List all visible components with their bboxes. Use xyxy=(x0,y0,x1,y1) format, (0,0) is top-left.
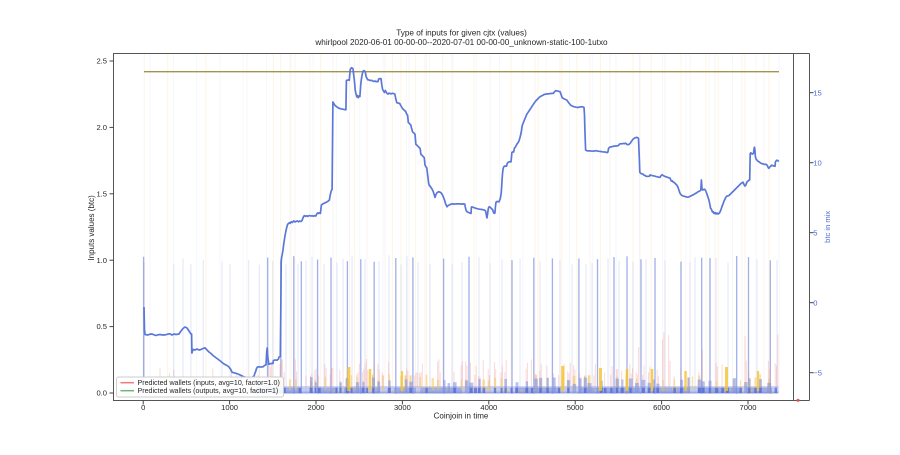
svg-text:Inputs values (btc): Inputs values (btc) xyxy=(87,195,96,261)
svg-text:10: 10 xyxy=(813,158,821,167)
svg-text:2.5: 2.5 xyxy=(96,57,107,66)
svg-text:btc in mix: btc in mix xyxy=(823,211,832,243)
svg-text:Type of inputs for given cjtx: Type of inputs for given cjtx (values) xyxy=(396,28,527,37)
svg-text:2.0: 2.0 xyxy=(96,123,107,132)
svg-text:1000: 1000 xyxy=(221,403,238,412)
svg-text:Predicted wallets (outputs, av: Predicted wallets (outputs, avg=10, fact… xyxy=(138,387,279,395)
svg-text:0.0: 0.0 xyxy=(96,389,107,398)
svg-text:0: 0 xyxy=(813,298,817,307)
svg-text:5: 5 xyxy=(813,228,817,237)
svg-text:6000: 6000 xyxy=(653,403,670,412)
svg-text:3000: 3000 xyxy=(394,403,411,412)
svg-text:7000: 7000 xyxy=(740,403,757,412)
svg-text:4000: 4000 xyxy=(480,403,497,412)
svg-text:−5: −5 xyxy=(813,368,822,377)
svg-text:15: 15 xyxy=(813,88,821,97)
svg-text:whirlpool 2020-06-01 00-00-00-: whirlpool 2020-06-01 00-00-00--2020-07-0… xyxy=(314,38,608,47)
svg-text:Predicted wallets (inputs, avg: Predicted wallets (inputs, avg=10, facto… xyxy=(138,379,280,387)
svg-text:Coinjoin in time: Coinjoin in time xyxy=(434,412,489,421)
svg-text:0.5: 0.5 xyxy=(96,322,107,331)
svg-text:1.5: 1.5 xyxy=(96,189,107,198)
svg-text:2000: 2000 xyxy=(308,403,325,412)
svg-text:1.0: 1.0 xyxy=(96,256,107,265)
svg-text:0: 0 xyxy=(141,403,145,412)
svg-text:5000: 5000 xyxy=(567,403,584,412)
